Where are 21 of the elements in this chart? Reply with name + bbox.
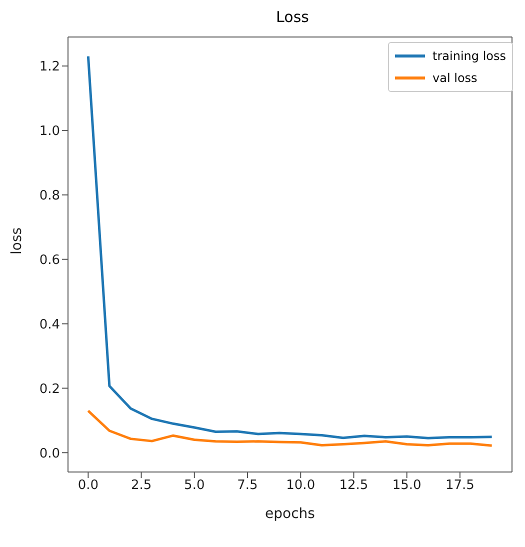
x-tick-label: 7.5	[237, 478, 258, 494]
legend-label: training loss	[432, 49, 506, 63]
y-tick-label: 0.2	[39, 382, 60, 397]
x-axis-title: epochs	[265, 506, 315, 522]
x-tick-label: 12.5	[339, 478, 368, 494]
x-tick-label: 5.0	[184, 478, 205, 494]
y-tick-label: 0.6	[39, 252, 60, 268]
chart-title: Loss	[275, 8, 310, 28]
y-tick-label: 1.0	[39, 124, 60, 140]
line-series	[86, 410, 494, 447]
legend-label: val loss	[432, 71, 478, 85]
y-axis-title: loss	[8, 227, 25, 254]
x-tick-label: 17.5	[445, 478, 474, 494]
x-tick-label: 10.0	[286, 478, 316, 494]
x-tick-label: 0.0	[78, 478, 99, 494]
y-tick-label: 0.4	[39, 317, 60, 332]
y-tick-label: 1.2	[39, 60, 60, 75]
x-tick-label: 2.5	[130, 478, 152, 494]
y-tick-label: 0.8	[39, 188, 60, 204]
x-tick-label: 15.0	[392, 478, 422, 494]
y-tick-label: 0.0	[39, 446, 60, 462]
